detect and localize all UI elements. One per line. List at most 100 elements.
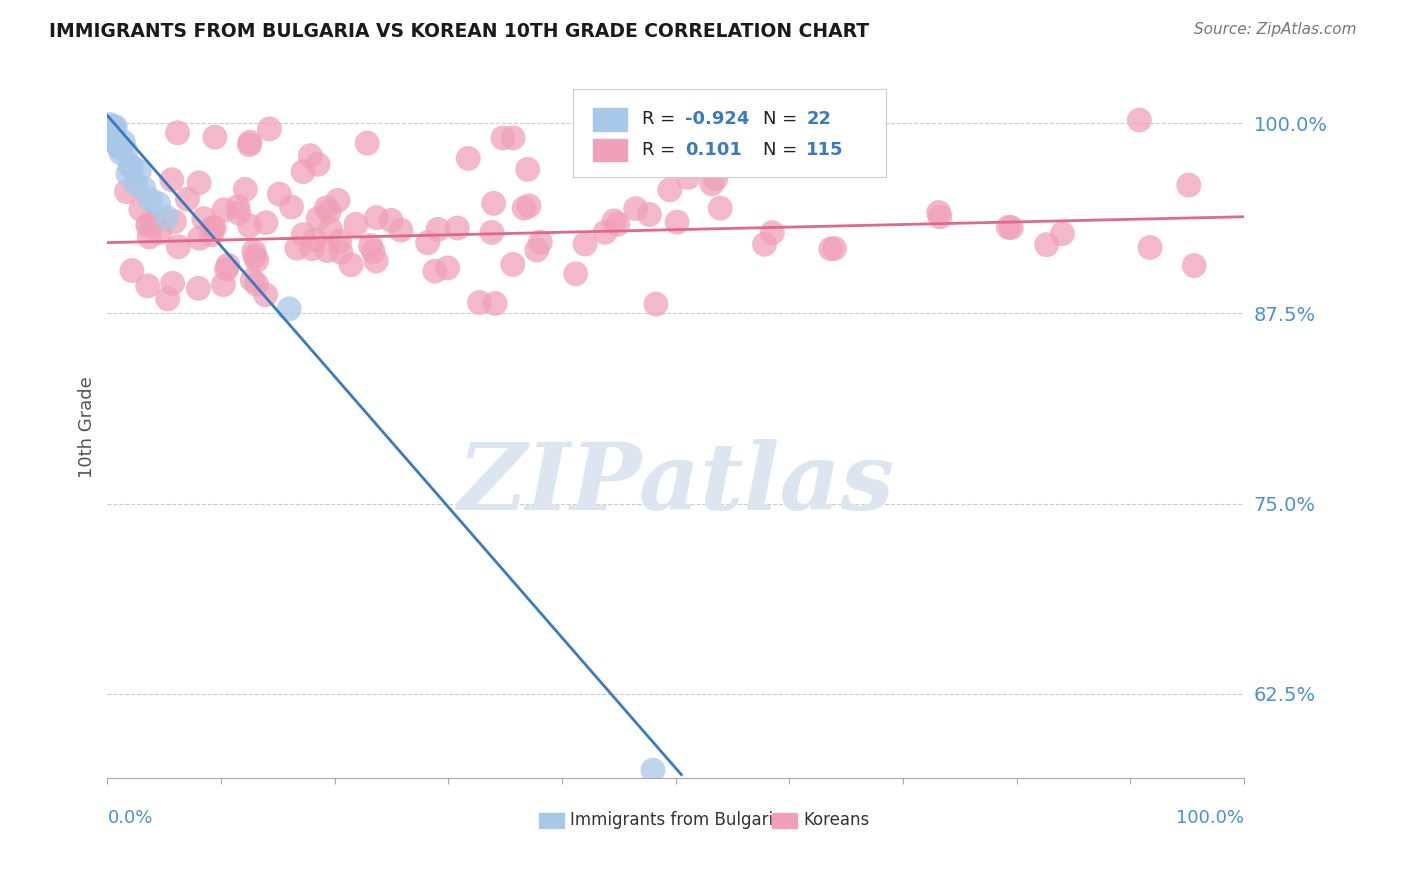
- Point: [513, 201, 536, 215]
- Point: [315, 201, 337, 215]
- Bar: [772, 813, 797, 828]
- Point: [529, 235, 551, 250]
- Point: [316, 244, 339, 258]
- Point: [754, 237, 776, 252]
- Text: 22: 22: [807, 111, 831, 128]
- Text: -0.924: -0.924: [685, 111, 749, 128]
- Point: [319, 222, 342, 236]
- Point: [188, 176, 211, 190]
- Point: [502, 131, 524, 145]
- Point: [103, 123, 125, 137]
- Text: ZIPatlas: ZIPatlas: [457, 439, 894, 529]
- Text: 100.0%: 100.0%: [1175, 809, 1244, 827]
- Point: [101, 121, 124, 136]
- Point: [468, 295, 491, 310]
- Point: [238, 137, 260, 152]
- Point: [1139, 240, 1161, 254]
- FancyBboxPatch shape: [574, 89, 886, 177]
- Point: [101, 120, 124, 134]
- Point: [138, 230, 160, 244]
- Point: [457, 152, 479, 166]
- Point: [658, 183, 681, 197]
- Point: [666, 215, 689, 229]
- Point: [226, 200, 249, 214]
- Point: [361, 244, 384, 259]
- Bar: [593, 108, 627, 130]
- Point: [997, 220, 1019, 235]
- Point: [366, 211, 388, 225]
- Point: [820, 242, 842, 256]
- Point: [704, 171, 727, 186]
- Point: [233, 182, 256, 196]
- Point: [132, 181, 155, 195]
- Point: [307, 211, 329, 226]
- Point: [502, 257, 524, 271]
- Point: [481, 226, 503, 240]
- Point: [200, 227, 222, 242]
- Text: 0.0%: 0.0%: [107, 809, 153, 827]
- Point: [156, 292, 179, 306]
- Point: [329, 245, 352, 260]
- Point: [238, 219, 260, 233]
- Point: [436, 260, 458, 275]
- Point: [187, 281, 209, 295]
- Point: [624, 202, 647, 216]
- Point: [202, 220, 225, 235]
- Point: [243, 249, 266, 263]
- Bar: [593, 139, 627, 161]
- Point: [129, 202, 152, 217]
- Point: [1052, 227, 1074, 241]
- Point: [606, 217, 628, 231]
- Point: [136, 218, 159, 232]
- Point: [163, 214, 186, 228]
- Text: 0.101: 0.101: [685, 141, 741, 160]
- Point: [188, 231, 211, 245]
- Text: N =: N =: [763, 111, 803, 128]
- Point: [254, 288, 277, 302]
- Point: [120, 160, 142, 174]
- Point: [1035, 237, 1057, 252]
- Point: [776, 157, 799, 171]
- Point: [204, 130, 226, 145]
- Point: [307, 157, 329, 171]
- Point: [645, 297, 668, 311]
- Point: [593, 226, 616, 240]
- Point: [356, 136, 378, 151]
- Point: [676, 170, 699, 185]
- Point: [167, 240, 190, 254]
- Point: [217, 258, 239, 272]
- Point: [304, 233, 326, 247]
- Point: [139, 193, 162, 207]
- Point: [359, 238, 381, 252]
- Point: [239, 135, 262, 149]
- Point: [128, 164, 150, 178]
- Point: [212, 202, 235, 217]
- Point: [117, 167, 139, 181]
- Point: [1182, 259, 1205, 273]
- Text: Immigrants from Bulgaria: Immigrants from Bulgaria: [569, 811, 783, 829]
- Point: [318, 204, 340, 219]
- Point: [115, 185, 138, 199]
- Point: [254, 216, 277, 230]
- Point: [641, 763, 664, 777]
- Point: [492, 131, 515, 145]
- Point: [162, 277, 184, 291]
- Text: IMMIGRANTS FROM BULGARIA VS KOREAN 10TH GRADE CORRELATION CHART: IMMIGRANTS FROM BULGARIA VS KOREAN 10TH …: [49, 22, 869, 41]
- Point: [416, 235, 439, 250]
- Point: [389, 223, 412, 237]
- Point: [340, 258, 363, 272]
- Point: [110, 146, 132, 161]
- Point: [166, 126, 188, 140]
- Point: [1128, 113, 1150, 128]
- Point: [574, 237, 596, 252]
- Bar: [540, 813, 564, 828]
- Text: N =: N =: [763, 141, 803, 160]
- Point: [700, 177, 723, 191]
- Point: [344, 218, 367, 232]
- Point: [484, 296, 506, 310]
- Point: [100, 134, 122, 148]
- Point: [245, 277, 267, 292]
- Text: Koreans: Koreans: [803, 811, 869, 829]
- Point: [125, 177, 148, 191]
- Point: [292, 227, 315, 242]
